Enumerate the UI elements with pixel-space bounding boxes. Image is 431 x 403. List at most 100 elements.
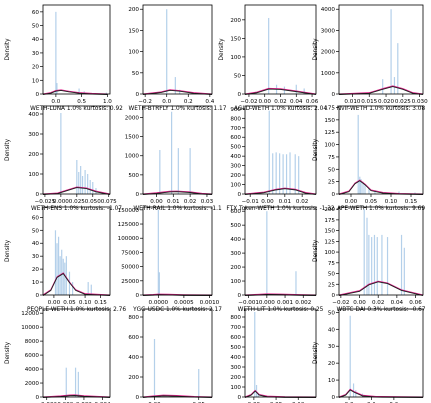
histogram-bar [89,180,91,194]
kde-curve-accent [244,87,317,95]
x-tick-label: 0.025 [395,99,411,105]
y-tick-label: 0 [237,92,241,98]
x-tick-label: 0.03 [201,199,214,205]
histogram-bar [282,154,284,194]
x-tick-label: 0.0 [162,99,171,105]
y-tick-label: 12000 [21,311,39,317]
x-tick-label: −0.02 [240,99,257,105]
histogram-bar [64,262,66,295]
histogram-bar [397,43,399,94]
x-tick-label: 0.015 [361,99,377,105]
axes-frame [244,105,317,195]
subplot-title: PEOPLE-WETH 1.0% kurtosis: 2.76 [27,307,126,313]
histogram-bar [279,153,281,194]
histogram-bar [360,179,362,194]
histogram-bar [81,176,84,194]
x-tick-label: 0.00 [261,199,274,205]
subplot-title: Nvir-WETH 1.0% kurtosis: 3.08 [337,106,426,112]
y-tick-label: 0 [135,293,139,299]
kde-curve-accent [244,187,317,195]
histogram-bar [72,282,74,295]
y-tick-label: 10 [32,78,40,84]
histogram-bar [65,367,67,397]
y-tick-label: 0 [331,192,335,198]
x-tick-label: 0.000 [259,300,275,306]
y-tick-label: 0 [35,92,39,98]
subplot-15: 01002003004005006007008000.000.050.10MM-… [230,308,317,403]
histogram-bar [177,148,179,194]
x-tick-label: 0.02 [274,99,286,105]
y-tick-label: 20 [32,65,40,71]
histogram-bar [56,243,58,295]
y-tick-label: 200 [230,173,241,179]
y-tick-label: 1000 [125,154,140,160]
subplot-title: WETH-LUNA 1.0% kurtosis: 0.92 [30,106,123,112]
histogram-bar [87,174,89,194]
y-tick-label: 6000 [25,353,40,359]
histogram-bar [77,371,79,397]
axes-frame [142,308,213,398]
subplot-title: APE-WETH 1.0% kurtosis: 9.69 [337,206,425,212]
x-tick-label: −0.02 [332,300,349,306]
kde-curve-accent [42,272,111,296]
kde-curve-accent [338,179,424,195]
y-tick-label: 400 [230,237,241,243]
x-tick-label: 0.00 [258,99,271,105]
x-tick-label: 0.02 [296,199,308,205]
y-axis-label: Density [313,239,319,262]
y-tick-label: 8000 [25,339,40,345]
y-tick-label: 100 [128,50,139,56]
axes-frame [338,308,424,398]
histogram-bar [105,92,107,94]
histogram-bar [84,170,86,194]
x-tick-label: 0.001 [277,300,293,306]
y-tick-label: 300 [230,164,241,170]
x-tick-label: 0.10 [79,300,92,306]
x-tick-label: 0.0005 [174,300,194,306]
y-tick-label: 4000 [321,7,336,13]
y-tick-label: 600 [230,135,241,141]
kde-curve-accent [142,394,213,398]
x-tick-label: −0.025 [35,199,56,205]
histogram-bar [359,176,361,194]
histogram-bar [414,192,416,194]
y-tick-label: 50 [328,167,336,173]
y-tick-label: 100 [28,172,39,178]
axes-frame [42,4,111,95]
y-tick-label: 25000 [121,279,139,285]
axes-frame [244,4,317,95]
y-tick-label: 400 [230,154,241,160]
y-tick-label: 125 [324,130,335,136]
y-tick-label: 4000 [25,367,40,373]
histogram-bar [171,111,173,194]
kde-curve [244,188,317,196]
y-tick-label: 30 [32,51,40,57]
histogram-bar [285,154,288,194]
y-tick-label: 60 [32,215,40,221]
x-tick-label: 0.030 [412,99,428,105]
y-tick-label: 0 [35,395,39,401]
x-tick-label: −0.001 [238,300,259,306]
histogram-bar [76,160,78,194]
y-tick-label: 150 [230,36,241,42]
y-tick-label: 500 [230,345,241,351]
y-tick-label: 30 [328,344,336,350]
subplot-title: WETH-BTRFLY 1.0% kurtosis: 1.17 [129,106,227,112]
x-tick-label: 0.06 [409,300,422,306]
subplot-title: WETH-RAIL 1.0% kurtosis: -1.1 [133,206,222,212]
histogram-bar [393,77,396,94]
y-tick-label: 50 [132,71,140,77]
subplot-6: 0 500 1000 1500 2000 0.00 0.01 0.02 0.03WETH-RAI… [125,105,222,212]
y-tick-label: 500 [230,223,241,229]
histogram-bar [352,383,355,397]
kde-curve-accent [338,280,424,296]
histogram-bar [374,190,376,194]
kde-curve-accent [42,186,111,195]
y-tick-label: 10 [32,280,40,286]
subplot-title: AGLD-WETH 1.0% kurtosis: 2.04 [234,106,327,112]
x-tick-label: 0.00 [353,300,366,306]
histogram-bar [90,284,92,295]
subplot-title: WETH-ENS 1.0% kurtosis: -1.07 [31,206,122,212]
